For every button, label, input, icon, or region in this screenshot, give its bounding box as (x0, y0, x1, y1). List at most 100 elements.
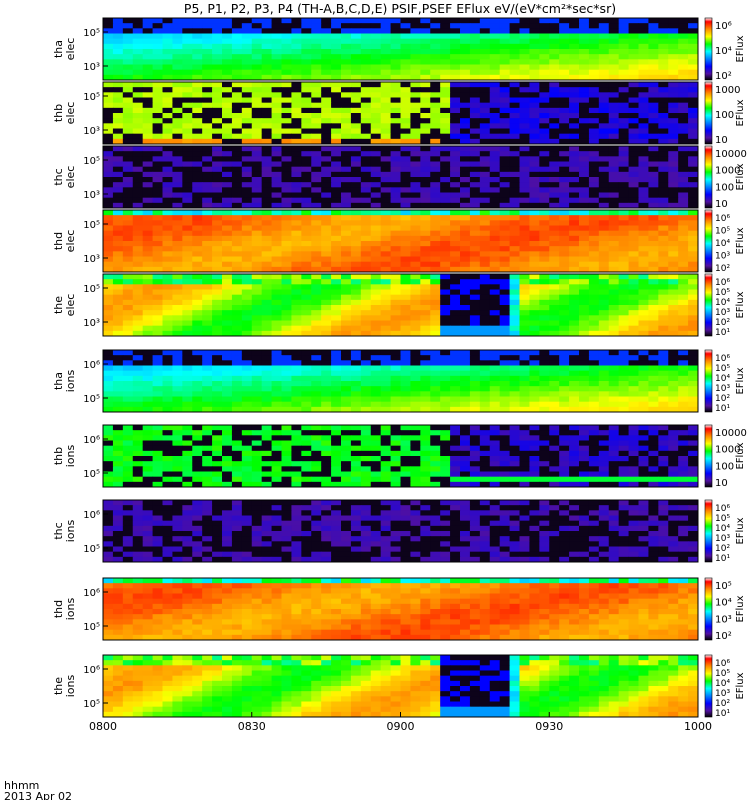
heatmap-cell (469, 251, 481, 257)
heatmap-cell (410, 54, 421, 60)
heatmap-cell (489, 299, 501, 306)
heatmap-cell (579, 18, 590, 24)
heatmap-cell (559, 171, 570, 178)
heatmap-cell (688, 430, 699, 436)
heatmap-cell (281, 365, 292, 372)
heatmap-cell (509, 161, 520, 168)
heatmap-cell (331, 251, 342, 257)
heatmap-cell (400, 171, 411, 178)
heatmap-cell (539, 241, 550, 247)
heatmap-cell (132, 241, 144, 247)
heatmap-cell (142, 82, 154, 88)
heatmap-cell (311, 215, 322, 221)
heatmap-cell (251, 381, 263, 387)
heatmap-cell (142, 235, 154, 242)
heatmap-cell (499, 210, 511, 216)
heatmap-cell (390, 187, 401, 193)
heatmap-cell (479, 43, 491, 50)
heatmap-cell (281, 450, 292, 457)
heatmap-cell (212, 118, 223, 124)
heatmap-cell (489, 23, 501, 29)
heatmap-cell (549, 440, 560, 447)
heatmap-cell (222, 401, 233, 408)
heatmap-cell (122, 161, 134, 168)
heatmap-cell (529, 151, 540, 157)
heatmap-cell (380, 33, 392, 40)
heatmap-cell (658, 266, 669, 273)
heatmap-cell (142, 381, 154, 387)
heatmap-cell (301, 266, 312, 273)
heatmap-cell (202, 305, 213, 311)
heatmap-cell (489, 59, 501, 65)
heatmap-cell (261, 123, 273, 129)
heatmap-cell (281, 266, 292, 273)
heatmap-cell (281, 310, 292, 316)
heatmap-cell (559, 107, 570, 114)
heatmap-cell (569, 450, 580, 457)
heatmap-cell (469, 266, 481, 273)
heatmap-cell (231, 396, 243, 403)
heatmap-cell (103, 107, 114, 114)
heatmap-cell (132, 350, 144, 356)
heatmap-cell (410, 118, 421, 124)
heatmap-cell (608, 445, 620, 452)
heatmap-cell (152, 177, 163, 183)
heatmap-cell (539, 38, 550, 45)
heatmap-cell (192, 445, 203, 452)
heatmap-cell (688, 210, 699, 216)
heatmap-cell (112, 279, 124, 285)
heatmap-cell (440, 381, 451, 387)
heatmap-cell (400, 28, 411, 34)
heatmap-cell (430, 151, 441, 157)
heatmap-cell (539, 284, 550, 290)
heatmap-cell (529, 246, 540, 252)
heatmap-cell (192, 261, 203, 268)
heatmap-cell (152, 375, 163, 382)
heatmap-cell (688, 33, 699, 40)
heatmap-cell (271, 166, 282, 173)
heatmap-cell (509, 220, 520, 226)
heatmap-cell (598, 365, 610, 372)
panel-y-label: elec (64, 294, 77, 317)
heatmap-cell (549, 466, 560, 472)
heatmap-cell (241, 28, 253, 34)
heatmap-cell (132, 310, 144, 316)
heatmap-cell (192, 220, 203, 226)
heatmap-cell (212, 365, 223, 372)
heatmap-cell (291, 28, 302, 34)
heatmap-cell (331, 138, 342, 145)
heatmap-cell (380, 435, 392, 441)
heatmap-cell (569, 456, 580, 462)
heatmap-cell (202, 177, 213, 183)
heatmap-cell (321, 177, 332, 183)
heatmap-cell (142, 440, 154, 447)
heatmap-cell (321, 197, 332, 204)
heatmap-cell (331, 461, 342, 467)
heatmap-cell (519, 365, 530, 372)
heatmap-cell (588, 450, 600, 457)
heatmap-cell (182, 305, 193, 311)
heatmap-cell (618, 256, 630, 263)
heatmap-cell (182, 360, 193, 366)
heatmap-cell (420, 87, 431, 93)
heatmap-cell (152, 445, 163, 452)
heatmap-cell (668, 305, 679, 311)
heatmap-cell (202, 138, 213, 145)
heatmap-cell (152, 166, 163, 173)
heatmap-cell (231, 299, 243, 306)
heatmap-cell (469, 375, 481, 382)
heatmap-cell (479, 241, 491, 247)
heatmap-cell (579, 210, 590, 216)
heatmap-cell (688, 274, 699, 280)
heatmap-cell (678, 440, 689, 447)
heatmap-cell (202, 23, 213, 29)
heatmap-cell (222, 64, 233, 71)
heatmap-cell (390, 97, 401, 104)
heatmap-cell (192, 138, 203, 145)
heatmap-cell (658, 425, 669, 431)
heatmap-cell (390, 33, 401, 40)
heatmap-cell (301, 381, 312, 387)
heatmap-cell (678, 284, 689, 290)
heatmap-cell (341, 187, 352, 193)
heatmap-cell (559, 54, 570, 60)
